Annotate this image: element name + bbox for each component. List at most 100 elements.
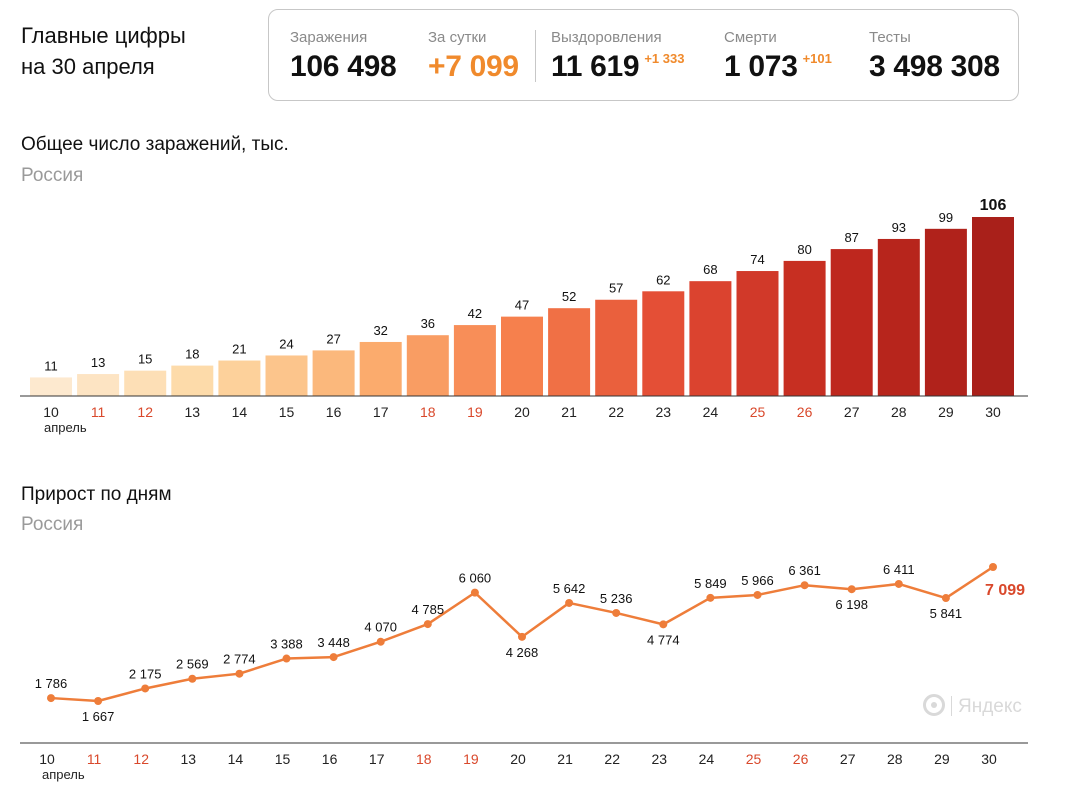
line-point-14 — [235, 669, 244, 678]
bar-chart: 11 10 13 11 15 12 18 13 21 14 24 15 27 16 32 17 36 18 42 19… — [20, 197, 1028, 435]
bar-value-label-14: 21 — [232, 342, 246, 357]
bar-10 — [30, 377, 72, 396]
stat-daily-value: +7 099 — [428, 50, 519, 83]
bar-value-label-22: 57 — [609, 281, 623, 296]
bar-20 — [501, 316, 543, 396]
bar-15 — [265, 355, 308, 396]
line-point-12 — [141, 684, 150, 693]
line-value-label-27: 6 198 — [835, 597, 868, 612]
bar-x-tick-27: 27 — [844, 404, 860, 420]
headline: Главные цифры на 30 апреля — [21, 20, 186, 82]
line-x-tick-16: 16 — [322, 751, 338, 767]
stat-recovered-delta: +1 333 — [644, 51, 685, 66]
bar-22 — [595, 299, 638, 396]
line-x-tick-12: 12 — [133, 751, 149, 767]
line-point-29 — [941, 594, 950, 603]
bar-x-tick-10: 10 — [43, 404, 59, 420]
line-x-tick-24: 24 — [699, 751, 715, 767]
line-chart-title: Прирост по дням — [21, 484, 172, 505]
bar-value-label-23: 62 — [656, 272, 670, 287]
line-value-label-25: 5 966 — [741, 573, 774, 588]
bar-value-label-19: 42 — [468, 306, 482, 321]
bar-x-tick-20: 20 — [514, 404, 530, 420]
bar-25 — [736, 271, 779, 396]
stat-tests-label: Тесты — [869, 29, 911, 46]
bar-value-label-11: 13 — [91, 355, 105, 370]
bar-30 — [972, 217, 1014, 396]
bar-value-label-10: 11 — [44, 358, 58, 373]
line-value-label-24: 5 849 — [694, 576, 727, 591]
stat-deaths-delta: +101 — [802, 51, 832, 66]
line-point-25 — [753, 590, 762, 599]
line-chart-subtitle: Россия — [21, 514, 84, 535]
bar-x-tick-24: 24 — [703, 404, 719, 420]
bar-value-label-29: 99 — [939, 210, 953, 225]
stat-tests-value: 3 498 308 — [869, 50, 1000, 83]
bar-value-label-27: 87 — [844, 230, 858, 245]
line-value-label-12: 2 175 — [129, 666, 162, 681]
bar-chart-title: Общее число заражений, тыс. — [21, 134, 289, 155]
line-value-label-13: 2 569 — [176, 657, 209, 672]
line-point-13 — [188, 674, 197, 683]
watermark-separator — [951, 696, 952, 716]
bar-18 — [406, 335, 449, 396]
line-x-tick-15: 15 — [275, 751, 291, 767]
line-x-tick-23: 23 — [652, 751, 668, 767]
line-x-tick-28: 28 — [887, 751, 903, 767]
bar-26 — [783, 260, 826, 396]
line-value-label-20: 4 268 — [506, 645, 539, 660]
line-point-11 — [94, 697, 103, 705]
bar-x-tick-26: 26 — [797, 404, 813, 420]
bar-19 — [453, 325, 496, 396]
stat-deaths-label: Смерти — [724, 29, 777, 46]
stats-divider — [535, 30, 536, 82]
bar-x-tick-28: 28 — [891, 404, 907, 420]
line-x-tick-11: 11 — [87, 751, 102, 767]
bar-value-label-26: 80 — [797, 242, 811, 257]
line-x-tick-19: 19 — [463, 751, 479, 767]
line-point-30 — [989, 563, 997, 571]
line-value-label-15: 3 388 — [270, 637, 303, 652]
bar-27 — [830, 249, 873, 396]
stat-daily-label: За сутки — [428, 29, 487, 46]
bar-14 — [218, 360, 261, 396]
bar-value-label-21: 52 — [562, 289, 576, 304]
line-point-15 — [282, 654, 291, 663]
bar-24 — [689, 281, 732, 396]
bar-17 — [359, 341, 402, 396]
bar-23 — [642, 291, 685, 396]
bar-value-label-20: 47 — [515, 298, 529, 313]
yandex-watermark: Яндекс — [923, 694, 1022, 718]
line-chart: 1 786 10 1 667 11 2 175 12 2 569 13 2 774 14 3 388… — [20, 562, 1028, 782]
watermark-text: Яндекс — [958, 696, 1022, 717]
line-value-label-22: 5 236 — [600, 591, 633, 606]
bar-x-tick-23: 23 — [656, 404, 672, 420]
bar-21 — [548, 308, 591, 396]
bar-x-tick-22: 22 — [608, 404, 624, 420]
bar-value-label-16: 27 — [326, 331, 340, 346]
bar-value-label-25: 74 — [750, 252, 764, 267]
bar-value-label-17: 32 — [373, 323, 387, 338]
bar-value-label-13: 18 — [185, 347, 199, 362]
line-value-label-30: 7 099 — [985, 582, 1025, 599]
line-value-label-28: 6 411 — [883, 562, 915, 577]
bar-x-tick-17: 17 — [373, 404, 389, 420]
line-x-tick-14: 14 — [228, 751, 244, 767]
line-x-tick-25: 25 — [746, 751, 762, 767]
bar-value-label-30: 106 — [980, 197, 1007, 214]
bar-chart-subtitle: Россия — [21, 165, 84, 186]
line-point-16 — [329, 653, 338, 662]
bar-month-label: апрель — [44, 420, 87, 435]
yandex-logo-icon — [923, 694, 945, 716]
line-value-label-26: 6 361 — [788, 563, 821, 578]
line-x-tick-26: 26 — [793, 751, 809, 767]
stat-recovered-value: 11 619 — [551, 50, 640, 83]
line-value-label-19: 6 060 — [459, 571, 492, 586]
bar-x-tick-12: 12 — [137, 404, 153, 420]
line-point-20 — [518, 632, 526, 641]
bar-x-tick-14: 14 — [232, 404, 248, 420]
stat-recovered-label: Выздоровления — [551, 29, 662, 46]
line-point-22 — [612, 608, 621, 617]
bar-value-label-24: 68 — [703, 262, 717, 277]
bar-x-tick-16: 16 — [326, 404, 342, 420]
